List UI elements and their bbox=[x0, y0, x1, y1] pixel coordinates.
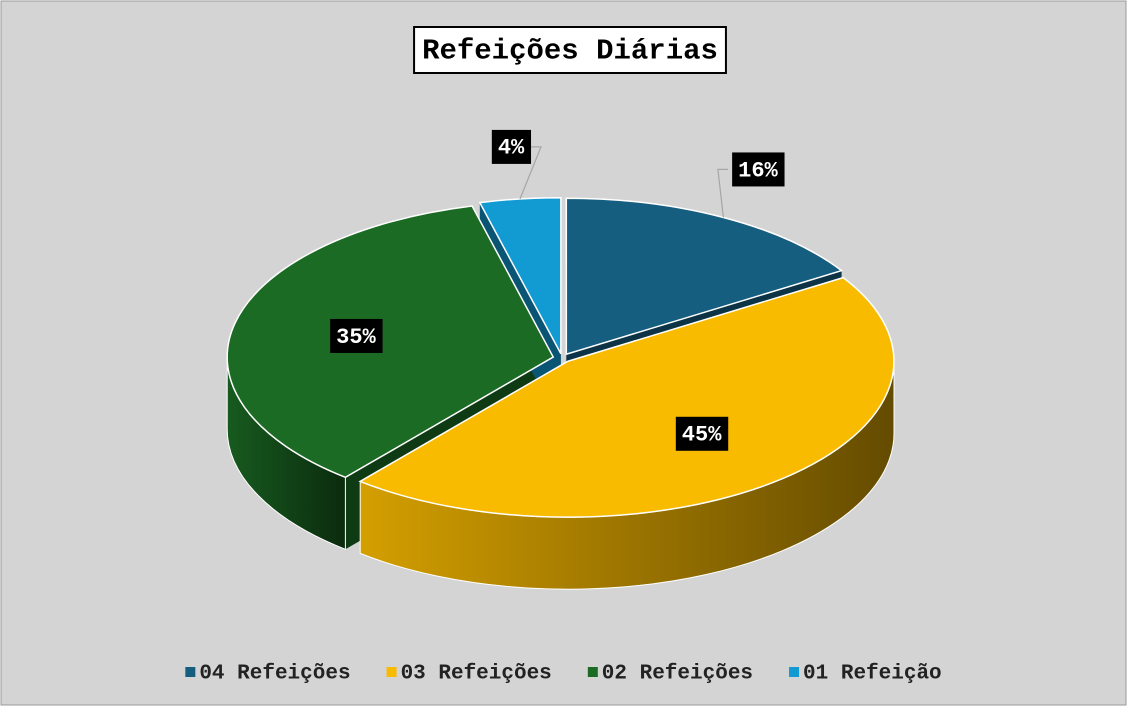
leader-line bbox=[519, 146, 542, 200]
leader-line bbox=[717, 168, 728, 218]
data-label-box bbox=[330, 318, 383, 353]
title-box bbox=[413, 26, 727, 74]
legend-label: 02 Refeições bbox=[602, 663, 753, 686]
legend-swatch bbox=[587, 667, 598, 677]
slice bbox=[358, 276, 895, 518]
slice bbox=[226, 205, 555, 479]
legend-label: 01 Refeição bbox=[803, 663, 942, 686]
legend-swatch bbox=[386, 667, 397, 677]
data-label: 4% bbox=[498, 136, 525, 161]
legend-swatch bbox=[789, 667, 800, 677]
legend-label: 04 Refeições bbox=[199, 663, 350, 686]
legend-swatch bbox=[185, 667, 196, 677]
chart-title: Refeições Diárias bbox=[422, 35, 718, 68]
data-label: 35% bbox=[336, 325, 376, 350]
data-label-box bbox=[675, 416, 729, 451]
data-label-box bbox=[491, 129, 532, 164]
data-label: 45% bbox=[682, 423, 722, 448]
legend-label: 03 Refeições bbox=[401, 663, 552, 686]
data-label-box bbox=[732, 152, 785, 187]
data-label: 16% bbox=[738, 158, 778, 183]
